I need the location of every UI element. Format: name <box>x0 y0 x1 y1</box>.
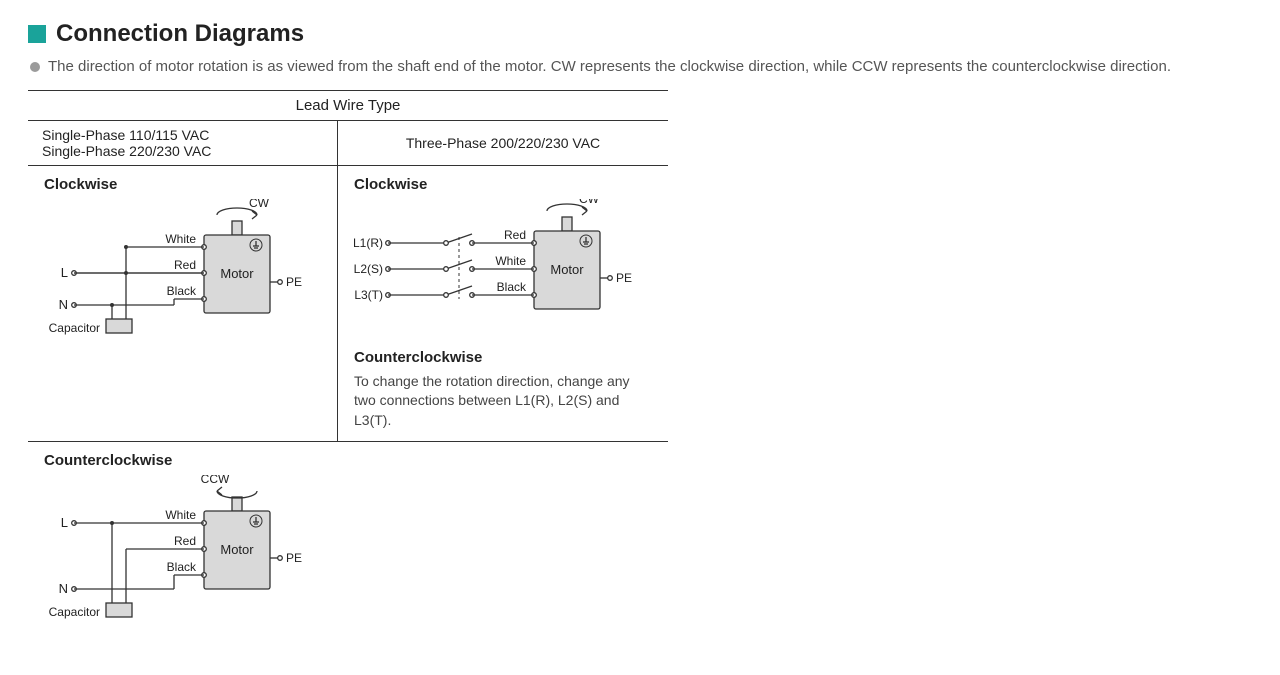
title-marker-icon <box>28 25 46 43</box>
svg-text:CCW: CCW <box>201 475 230 486</box>
header-left-line1: Single-Phase 110/115 VAC <box>42 127 323 143</box>
svg-text:L2(S): L2(S) <box>354 262 383 276</box>
label-ccw-l: Counterclockwise <box>44 452 322 469</box>
svg-text:L: L <box>61 515 68 530</box>
label-clockwise-l: Clockwise <box>44 176 321 193</box>
header-left-line2: Single-Phase 220/230 VAC <box>42 143 323 159</box>
header-left: Single-Phase 110/115 VAC Single-Phase 22… <box>28 121 338 165</box>
svg-text:L: L <box>61 265 68 280</box>
svg-text:N: N <box>59 581 68 596</box>
svg-text:Black: Black <box>497 280 527 294</box>
svg-text:Black: Black <box>167 560 197 574</box>
svg-text:CW: CW <box>249 199 270 210</box>
svg-text:Motor: Motor <box>220 266 254 281</box>
ccw-note: To change the rotation direction, change… <box>354 372 652 431</box>
svg-text:L1(R): L1(R) <box>354 236 383 250</box>
header-right: Three-Phase 200/220/230 VAC <box>338 121 668 165</box>
svg-text:Black: Black <box>167 284 197 298</box>
cell-single-ccw: Counterclockwise Motor PE CCW White Red Black… <box>28 442 338 655</box>
header-span: Lead Wire Type <box>28 91 668 121</box>
svg-text:L3(T): L3(T) <box>354 288 383 302</box>
diagram-three-phase-cw: Motor PE CW Red White Black L1(R) L2(S) L3(T) <box>354 199 644 339</box>
svg-text:Red: Red <box>174 534 196 548</box>
svg-text:White: White <box>165 508 196 522</box>
svg-text:Capacitor: Capacitor <box>49 605 100 619</box>
bullet-icon <box>30 62 40 72</box>
intro-text: The direction of motor rotation is as vi… <box>48 56 1171 78</box>
svg-text:PE: PE <box>286 551 302 565</box>
svg-text:N: N <box>59 297 68 312</box>
svg-text:PE: PE <box>286 275 302 289</box>
svg-text:Red: Red <box>504 228 526 242</box>
label-ccw-r: Counterclockwise <box>354 349 652 366</box>
svg-text:PE: PE <box>616 271 632 285</box>
svg-text:White: White <box>165 232 196 246</box>
diagram-single-phase-ccw: Motor PE CCW White Red Black L N Capacitor <box>44 475 314 645</box>
label-clockwise-r: Clockwise <box>354 176 652 193</box>
svg-text:CW: CW <box>579 199 600 206</box>
cell-three-cw: Clockwise Motor PE CW Red White Black L1(R) L2(… <box>338 166 668 441</box>
svg-text:Motor: Motor <box>220 542 254 557</box>
svg-text:Motor: Motor <box>550 262 584 277</box>
svg-text:Red: Red <box>174 258 196 272</box>
svg-text:Capacitor: Capacitor <box>49 321 100 335</box>
connection-table: Lead Wire Type Single-Phase 110/115 VAC … <box>28 90 668 655</box>
svg-text:White: White <box>495 254 526 268</box>
cell-single-cw: Clockwise Motor PE CW White Red Black L N Capaci… <box>28 166 338 441</box>
diagram-single-phase-cw: Motor PE CW White Red Black L N Capacitor <box>44 199 314 359</box>
page-title: Connection Diagrams <box>56 20 304 48</box>
